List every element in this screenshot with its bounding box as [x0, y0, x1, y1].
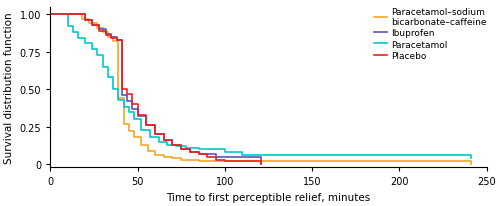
X-axis label: Time to first perceptible relief, minutes: Time to first perceptible relief, minute…	[166, 192, 370, 202]
Legend: Paracetamol–sodium
bicarbonate–caffeine, Ibuprofen, Paracetamol, Placebo: Paracetamol–sodium bicarbonate–caffeine,…	[370, 4, 490, 64]
Y-axis label: Survival distribution function: Survival distribution function	[4, 12, 14, 163]
